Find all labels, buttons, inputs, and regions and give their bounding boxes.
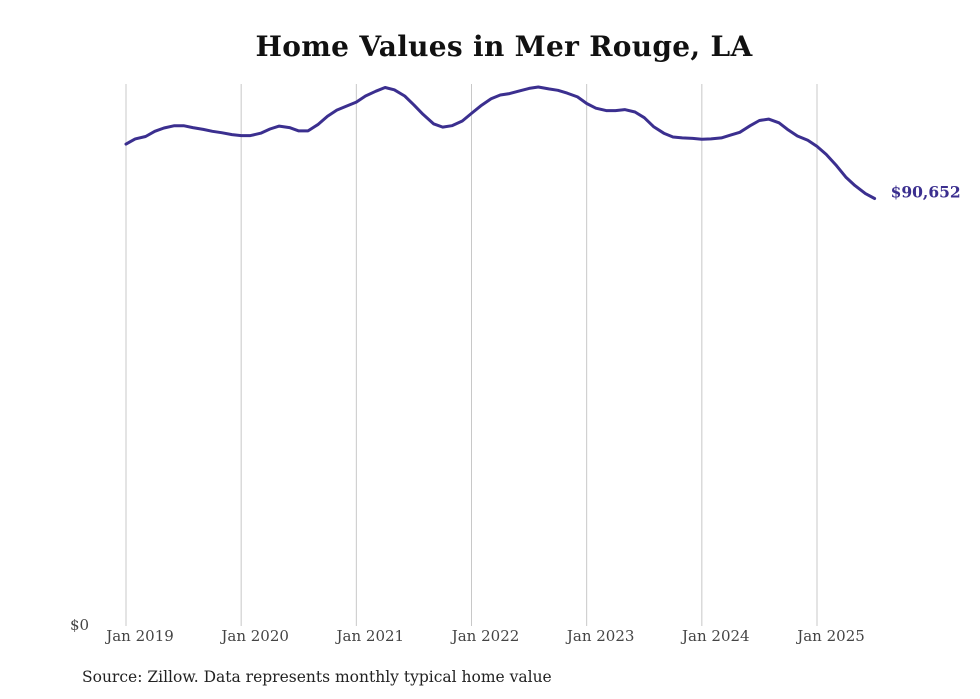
x-tick-label: Jan 2019 <box>104 627 174 645</box>
series-lines <box>124 85 877 200</box>
x-tick-label: Jan 2023 <box>565 627 635 645</box>
x-tick-label: Jan 2020 <box>219 627 289 645</box>
x-axis-ticks: Jan 2019 Jan 2020 Jan 2021 Jan 2022 Jan 2023… <box>104 627 865 645</box>
series-line-0 <box>124 85 877 200</box>
annotations: $90,652 <box>891 183 961 202</box>
end-value-label: $90,652 <box>891 183 961 202</box>
x-tick-label: Jan 2025 <box>795 627 865 645</box>
chart-title: Home Values in Mer Rouge, LA <box>255 30 753 63</box>
gridlines <box>125 84 818 626</box>
source-note: Source: Zillow. Data represents monthly … <box>82 668 552 686</box>
y-tick-label: $0 <box>70 616 89 634</box>
x-tick-label: Jan 2021 <box>335 627 405 645</box>
y-axis-ticks: $0 <box>70 616 89 634</box>
x-tick-label: Jan 2022 <box>450 627 520 645</box>
x-tick-label: Jan 2024 <box>680 627 750 645</box>
